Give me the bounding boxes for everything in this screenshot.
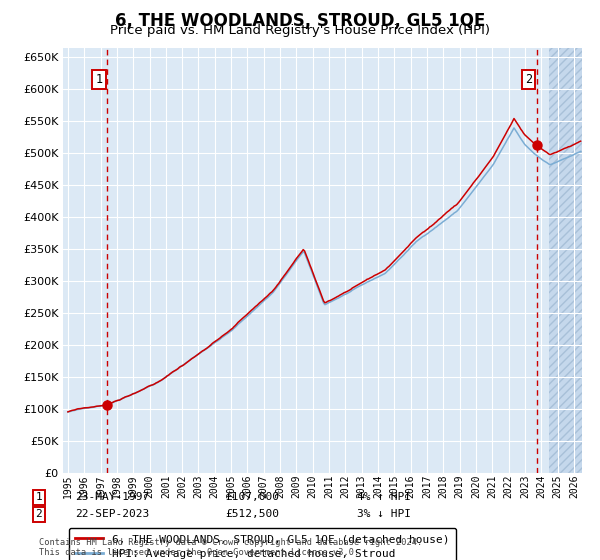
Text: £512,500: £512,500: [225, 509, 279, 519]
Text: Contains HM Land Registry data © Crown copyright and database right 2024.
This d: Contains HM Land Registry data © Crown c…: [39, 538, 422, 557]
Text: 23-MAY-1997: 23-MAY-1997: [75, 492, 149, 502]
Legend: 6, THE WOODLANDS, STROUD, GL5 1QE (detached house), HPI: Average price, detached: 6, THE WOODLANDS, STROUD, GL5 1QE (detac…: [68, 528, 456, 560]
Text: 2: 2: [525, 73, 532, 86]
Text: 3% ↓ HPI: 3% ↓ HPI: [357, 509, 411, 519]
Bar: [550, 48, 598, 473]
Text: 2: 2: [35, 509, 43, 519]
Text: 1: 1: [95, 73, 102, 86]
Text: £107,000: £107,000: [225, 492, 279, 502]
Text: 1: 1: [35, 492, 43, 502]
Text: 4% ↑ HPI: 4% ↑ HPI: [357, 492, 411, 502]
Text: 22-SEP-2023: 22-SEP-2023: [75, 509, 149, 519]
Text: Price paid vs. HM Land Registry's House Price Index (HPI): Price paid vs. HM Land Registry's House …: [110, 24, 490, 36]
Text: 6, THE WOODLANDS, STROUD, GL5 1QE: 6, THE WOODLANDS, STROUD, GL5 1QE: [115, 12, 485, 30]
